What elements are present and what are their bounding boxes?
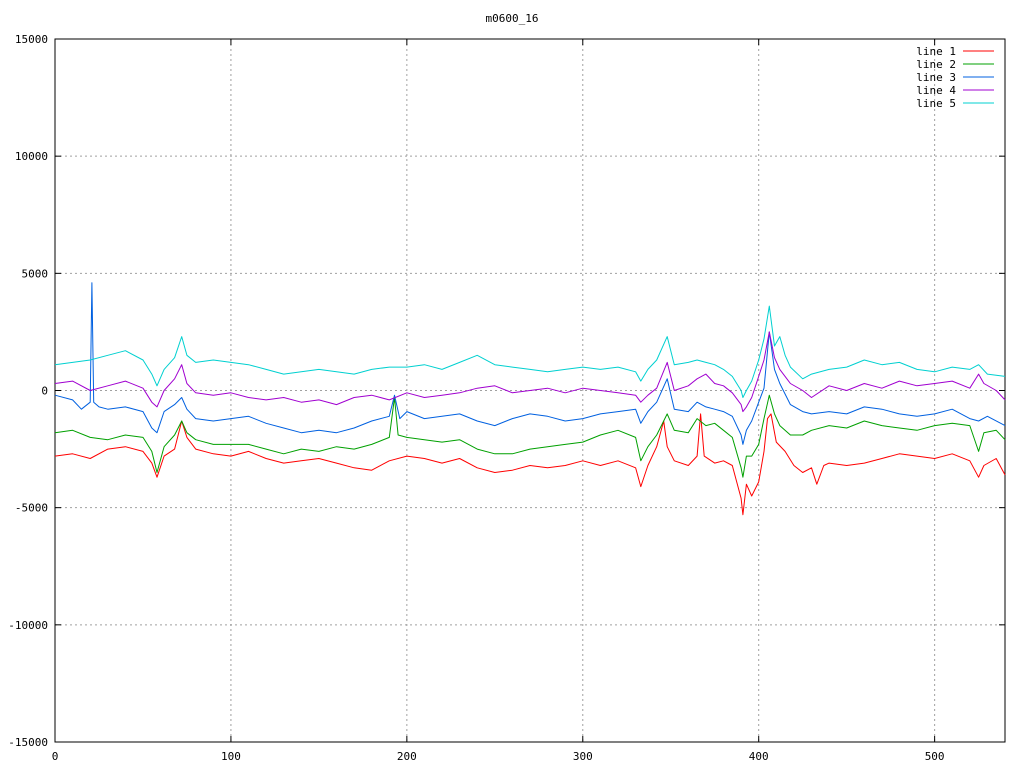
series-line-5 [54, 305, 1006, 398]
legend-label: line 5 [916, 97, 956, 110]
y-tick-label: -5000 [15, 502, 48, 515]
x-tick-label: 400 [749, 750, 769, 763]
series-lines [54, 282, 1006, 516]
legend-label: line 4 [916, 84, 956, 97]
legend-label: line 3 [916, 71, 956, 84]
series-line-3 [54, 282, 1006, 445]
y-tick-label: -10000 [8, 619, 48, 632]
y-tick-label: 10000 [15, 150, 48, 163]
y-tick-label: 5000 [22, 267, 49, 280]
x-tick-label: 500 [925, 750, 945, 763]
series-line-4 [54, 331, 1006, 413]
y-tick-label: 0 [41, 385, 48, 398]
series-line-1 [54, 413, 1006, 516]
y-tick-label: -15000 [8, 736, 48, 749]
series-line-2 [54, 394, 1006, 478]
x-tick-label: 300 [573, 750, 593, 763]
legend-label: line 2 [916, 58, 956, 71]
legend-label: line 1 [916, 45, 956, 58]
chart-title: m0600_16 [485, 12, 539, 25]
x-tick-label: 200 [397, 750, 417, 763]
y-tick-label: 15000 [15, 33, 48, 46]
axes: 0 100 200 300 400 500 -15000 -10000 -5000 0 5000 10… [8, 33, 1006, 763]
x-tick-label: 0 [52, 750, 59, 763]
x-tick-label: 100 [221, 750, 241, 763]
